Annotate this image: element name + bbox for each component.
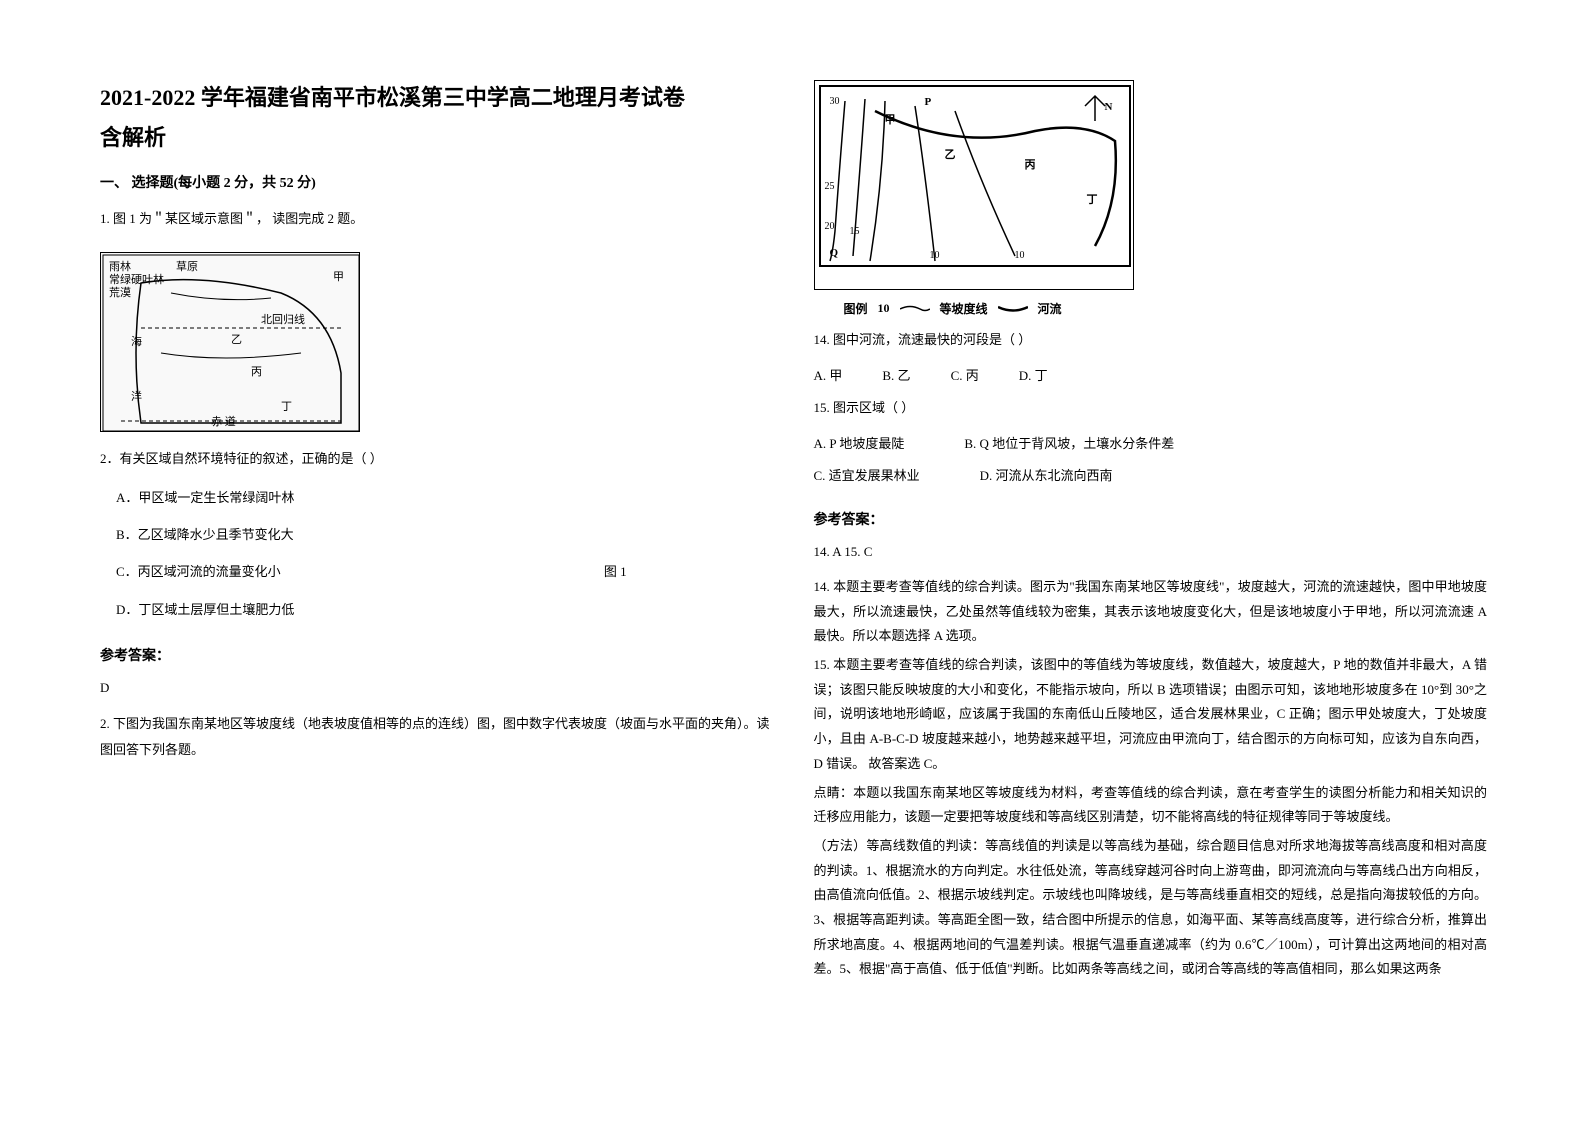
label-bing: 丙 (251, 363, 262, 379)
label-20: 20 (825, 221, 835, 232)
label-10a: 10 (930, 250, 940, 261)
answers-14-15: 14. A 15. C (814, 539, 1488, 565)
label-q: Q (830, 247, 839, 259)
q15-text: 15. 图示区域（ ） (814, 395, 1488, 421)
q14-text: 14. 图中河流，流速最快的河段是（ ） (814, 327, 1488, 353)
answer-1: D (100, 675, 774, 701)
q2-option-b: B．乙区域降水少且季节变化大 (116, 519, 774, 550)
answer-heading-1: 参考答案： (100, 645, 774, 665)
label-10b: 10 (1015, 250, 1025, 261)
q2-option-d: D．丁区域土层厚但土壤肥力低 (116, 594, 774, 625)
q15-d: D. 河流从东北流向西南 (980, 463, 1113, 489)
q15-options-cd: C. 适宜发展果林业 D. 河流从东北流向西南 (814, 463, 1488, 489)
q14-c: C. 丙 (951, 363, 979, 389)
section-heading: 一、 选择题(每小题 2 分，共 52 分) (100, 172, 774, 192)
label-equator: 赤 道 (211, 413, 236, 429)
label-jia: 甲 (333, 268, 344, 284)
legend-label: 图例 (844, 300, 868, 317)
label-25: 25 (825, 181, 835, 192)
dianjing: 点睛：本题以我国东南某地区等坡度线为材料，考查等值线的综合判读，意在考查学生的读… (814, 781, 1488, 830)
q2-text: 2．有关区域自然环境特征的叙述，正确的是（ ） (100, 446, 774, 472)
label-30: 30 (830, 96, 840, 107)
q14-b: B. 乙 (882, 363, 910, 389)
legend-slope: 等坡度线 (940, 300, 988, 317)
label-15: 15 (850, 226, 860, 237)
left-column: 2021-2022 学年福建省南平市松溪第三中学高二地理月考试卷 含解析 一、 … (100, 80, 774, 1082)
figure-2-slope-map: P 甲 N 乙 丙 丁 Q 30 25 20 15 10 10 (814, 80, 1134, 290)
figure-2-legend: 图例 10 等坡度线 河流 (844, 300, 1488, 317)
right-column: P 甲 N 乙 丙 丁 Q 30 25 20 15 10 10 图例 10 等坡… (814, 80, 1488, 1082)
label-ding2: 丁 (1087, 191, 1098, 207)
q1-intro: 1. 图 1 为＂某区域示意图＂， 读图完成 2 题。 (100, 206, 774, 232)
q2-intro: 2. 下图为我国东南某地区等坡度线（地表坡度值相等的点的连线）图，图中数字代表坡… (100, 711, 774, 763)
legend-river: 河流 (1038, 300, 1062, 317)
q2-option-c-row: C．丙区域河流的流量变化小 图 1 (116, 556, 774, 587)
label-jia2: 甲 (885, 111, 896, 127)
legend-grassland: 草原 (176, 258, 198, 274)
label-ding: 丁 (281, 398, 292, 414)
figure-1-label: 图 1 (604, 556, 627, 587)
exam-subtitle: 含解析 (100, 120, 774, 152)
explanation-14: 14. 本题主要考查等值线的综合判读。图示为"我国东南某地区等坡度线"，坡度越大… (814, 575, 1488, 649)
method: （方法）等高线数值的判读：等高线值的判读是以等高线为基础，综合题目信息对所求地海… (814, 834, 1488, 982)
label-tropic: 北回归线 (261, 311, 305, 327)
label-bing2: 丙 (1025, 156, 1036, 172)
explanation-15: 15. 本题主要考查等值线的综合判读，该图中的等值线为等坡度线，数值越大，坡度越… (814, 653, 1488, 776)
q15-c: C. 适宜发展果林业 (814, 463, 920, 489)
answer-heading-2: 参考答案： (814, 509, 1488, 529)
q2-option-a: A．甲区域一定生长常绿阔叶林 (116, 482, 774, 513)
label-yi2: 乙 (945, 146, 956, 162)
figure-1-map: 雨林 草原 常绿硬叶林 荒漠 甲 北回归线 海 乙 丙 洋 丁 赤 道 (100, 252, 360, 432)
label-yi: 乙 (231, 331, 242, 347)
legend-desert: 荒漠 (109, 284, 131, 300)
label-p: P (925, 96, 932, 108)
label-n: N (1105, 101, 1113, 113)
q15-a: A. P 地坡度最陡 (814, 431, 905, 457)
q14-options: A. 甲 B. 乙 C. 丙 D. 丁 (814, 363, 1488, 389)
q15-b: B. Q 地位于背风坡，土壤水分条件差 (964, 431, 1174, 457)
q14-d: D. 丁 (1019, 363, 1048, 389)
q14-a: A. 甲 (814, 363, 843, 389)
slope-map-svg (815, 81, 1135, 291)
legend-slope-val: 10 (878, 301, 890, 316)
label-ocean: 洋 (131, 388, 142, 404)
q15-options-ab: A. P 地坡度最陡 B. Q 地位于背风坡，土壤水分条件差 (814, 431, 1488, 457)
exam-title: 2021-2022 学年福建省南平市松溪第三中学高二地理月考试卷 (100, 80, 774, 112)
label-sea: 海 (131, 333, 142, 349)
q2-option-c: C．丙区域河流的流量变化小 (116, 564, 281, 579)
